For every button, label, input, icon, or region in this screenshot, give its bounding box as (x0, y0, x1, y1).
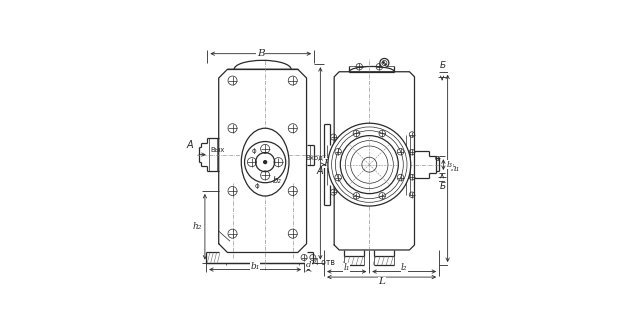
Text: ϕ: ϕ (255, 183, 260, 189)
Text: ϕ: ϕ (251, 148, 256, 154)
Circle shape (244, 141, 286, 183)
Text: b₁: b₁ (250, 262, 260, 271)
Text: h₂: h₂ (192, 222, 202, 231)
Text: Вход: Вход (305, 154, 323, 160)
Text: В: В (257, 49, 265, 58)
Text: b₂: b₂ (273, 176, 282, 185)
Circle shape (340, 136, 398, 194)
Text: l₁: l₁ (343, 263, 350, 272)
Text: l₂: l₂ (401, 263, 408, 272)
Text: 4 отв: 4 отв (314, 258, 335, 267)
Text: h₁: h₁ (451, 164, 461, 173)
Ellipse shape (241, 128, 289, 196)
Text: А: А (316, 166, 323, 176)
Circle shape (256, 153, 275, 172)
Text: Б: Б (440, 182, 445, 191)
Circle shape (263, 161, 266, 164)
Text: Н: Н (324, 159, 333, 168)
Circle shape (380, 58, 389, 67)
Text: Б: Б (440, 62, 445, 70)
Text: l₃: l₃ (447, 161, 453, 169)
Circle shape (328, 123, 411, 206)
Text: d: d (306, 261, 311, 269)
Text: Вых: Вых (210, 147, 224, 153)
Text: А: А (187, 140, 193, 150)
Text: L: L (378, 277, 385, 286)
